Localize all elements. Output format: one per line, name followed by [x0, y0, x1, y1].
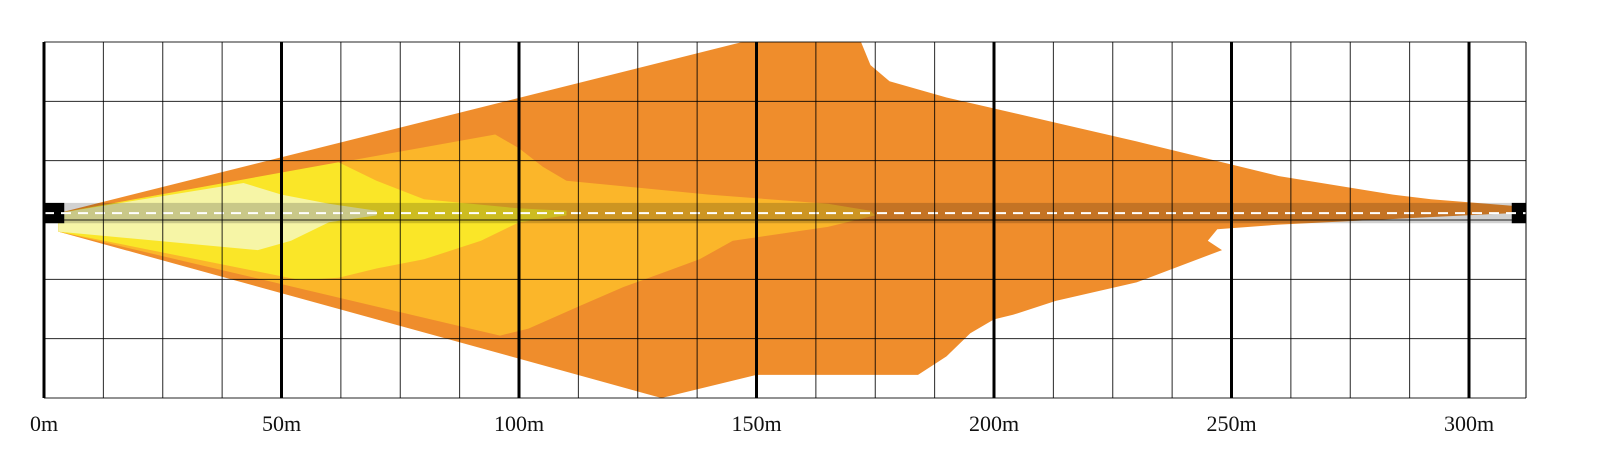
road-band-left: [44, 202, 65, 224]
road-band-tint: [44, 202, 1526, 224]
beam-area-4: [58, 183, 377, 251]
x-tick-label: 200m: [969, 411, 1019, 436]
road-band-right: [1511, 202, 1526, 224]
x-tick-label: 0m: [30, 411, 58, 436]
x-tick-label: 100m: [494, 411, 544, 436]
x-tick-labels: 0m 50m 100m 150m 200m 250m 300m: [30, 411, 1494, 436]
x-tick-label: 50m: [262, 411, 301, 436]
x-tick-label: 300m: [1444, 411, 1494, 436]
grid-layer: [42, 41, 1527, 399]
x-tick-label: 150m: [731, 411, 781, 436]
road-band-layer: [44, 202, 1526, 224]
x-tick-label: 250m: [1206, 411, 1256, 436]
